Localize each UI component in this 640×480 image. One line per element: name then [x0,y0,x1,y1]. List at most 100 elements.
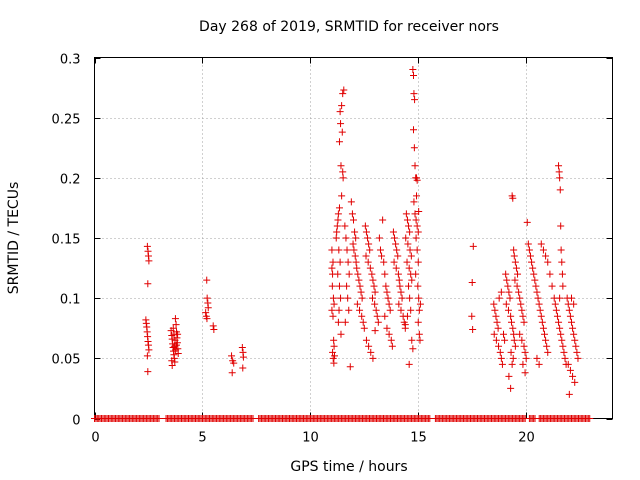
data-point [519,360,527,368]
data-point [402,210,410,218]
data-point [228,369,236,377]
data-point [341,222,349,230]
data-point [383,324,391,332]
data-point [410,126,418,134]
data-point [558,258,566,266]
data-point [338,128,346,136]
data-point [333,228,341,236]
data-point [329,258,337,266]
data-point [535,300,543,308]
data-point [337,294,345,302]
data-point [330,336,338,344]
data-point [509,194,517,202]
data-point [509,324,517,332]
data-point [556,324,564,332]
data-point [370,282,378,290]
data-point [520,342,528,350]
data-point [510,336,518,344]
data-point [337,120,345,128]
data-point [518,306,526,314]
data-point [381,312,389,320]
data-point [361,222,369,230]
data-point [510,246,518,254]
data-point [548,282,556,290]
data-point [352,234,360,242]
data-point [144,280,152,288]
data-point [533,288,541,296]
data-point [502,300,510,308]
data-point [507,384,515,392]
data-point [239,364,247,372]
data-point [416,336,424,344]
y-tick-labels: 0 0.05 0.1 0.15 0.2 0.25 0.3 [52,53,81,429]
data-point [414,282,422,290]
data-point [394,252,402,260]
data-point [372,306,380,314]
data-point [364,234,372,242]
data-point [555,162,563,170]
data-point [339,168,347,176]
data-point [515,288,523,296]
data-point [513,282,521,290]
data-point [415,294,423,302]
data-point [362,252,370,260]
data-point [329,312,337,320]
data-point [573,348,581,356]
chart-title: Day 268 of 2019, SRMTID for receiver nor… [199,19,499,35]
data-point [572,342,580,350]
data-point [359,318,367,326]
data-point [556,186,564,194]
data-point [468,279,476,287]
x-axis-title: GPS time / hours [290,459,407,475]
data-point [526,252,534,260]
data-point [502,270,510,278]
data-point [332,234,340,242]
data-point [411,162,419,170]
data-point [412,216,420,224]
data-point [410,72,418,80]
data-point [344,294,352,302]
data-point [493,318,501,326]
data-point [203,315,211,323]
data-point [376,246,384,254]
data-point [388,342,396,350]
data-point [566,312,574,320]
data-point [416,300,424,308]
data-point [369,276,377,284]
data-point [497,354,505,362]
data-point [394,270,402,278]
data-point [405,360,413,368]
data-point [174,330,182,338]
data-point [537,240,545,248]
data-point [492,312,500,320]
data-point [203,276,211,284]
y-tick-label: 0.2 [60,173,81,188]
data-point [171,315,179,323]
data-point [517,300,525,308]
data-point [521,369,529,377]
data-point [509,354,517,362]
data-point [387,336,395,344]
data-point [555,318,563,326]
data-point [380,258,388,266]
y-axis-title: SRMTID / TECUs [6,182,22,295]
data-point [569,372,577,380]
data-point [341,318,349,326]
data-point [539,324,547,332]
data-point [406,228,414,236]
data-point [360,324,368,332]
data-point [365,240,373,248]
data-point [570,300,578,308]
data-point [238,344,246,352]
data-point [348,210,356,218]
data-point [389,228,397,236]
data-point [413,222,421,230]
axis-ticks [94,57,613,420]
data-point [490,300,498,308]
data-point [522,354,530,362]
data-point [403,312,411,320]
data-point [405,264,413,272]
data-point [528,258,536,266]
data-point [537,312,545,320]
data-point [402,234,410,242]
